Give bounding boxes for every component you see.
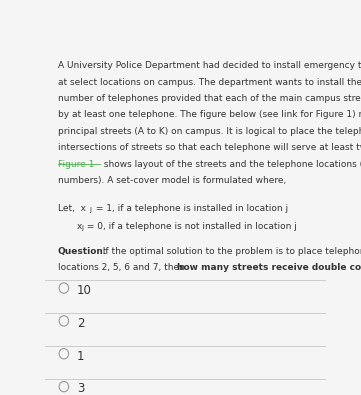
Text: intersections of streets so that each telephone will serve at least two streets.: intersections of streets so that each te… xyxy=(58,143,361,152)
Text: locations 2, 5, 6 and 7, then: locations 2, 5, 6 and 7, then xyxy=(58,263,187,272)
Text: j: j xyxy=(81,226,83,231)
Text: at select locations on campus. The department wants to install the minimum: at select locations on campus. The depar… xyxy=(58,77,361,87)
Text: A University Police Department had decided to install emergency telephones: A University Police Department had decid… xyxy=(58,61,361,70)
Text: = 1, if a telephone is installed in location j: = 1, if a telephone is installed in loca… xyxy=(93,204,288,213)
Text: 2: 2 xyxy=(77,317,84,330)
Text: 3: 3 xyxy=(77,382,84,395)
Text: j: j xyxy=(90,207,92,213)
Text: x: x xyxy=(77,222,82,231)
Text: numbers). A set-cover model is formulated where,: numbers). A set-cover model is formulate… xyxy=(58,176,286,185)
Text: 1: 1 xyxy=(77,350,84,363)
Text: by at least one telephone. The figure below (see link for Figure 1) maps the: by at least one telephone. The figure be… xyxy=(58,110,361,119)
Text: Figure 1: Figure 1 xyxy=(58,160,94,169)
Text: Question:: Question: xyxy=(58,247,107,256)
Text: If the optimal solution to the problem is to place telephones at: If the optimal solution to the problem i… xyxy=(97,247,361,256)
Text: shows layout of the streets and the telephone locations (encircled: shows layout of the streets and the tele… xyxy=(100,160,361,169)
Text: number of telephones provided that each of the main campus streets is served: number of telephones provided that each … xyxy=(58,94,361,103)
Text: principal streets (A to K) on campus. It is logical to place the telephones at: principal streets (A to K) on campus. It… xyxy=(58,127,361,136)
Text: Let,  x: Let, x xyxy=(58,204,86,213)
Text: = 0, if a telephone is not installed in location j: = 0, if a telephone is not installed in … xyxy=(84,222,297,231)
Text: 10: 10 xyxy=(77,284,92,297)
Text: how many streets receive double coverage?: how many streets receive double coverage… xyxy=(178,263,361,272)
